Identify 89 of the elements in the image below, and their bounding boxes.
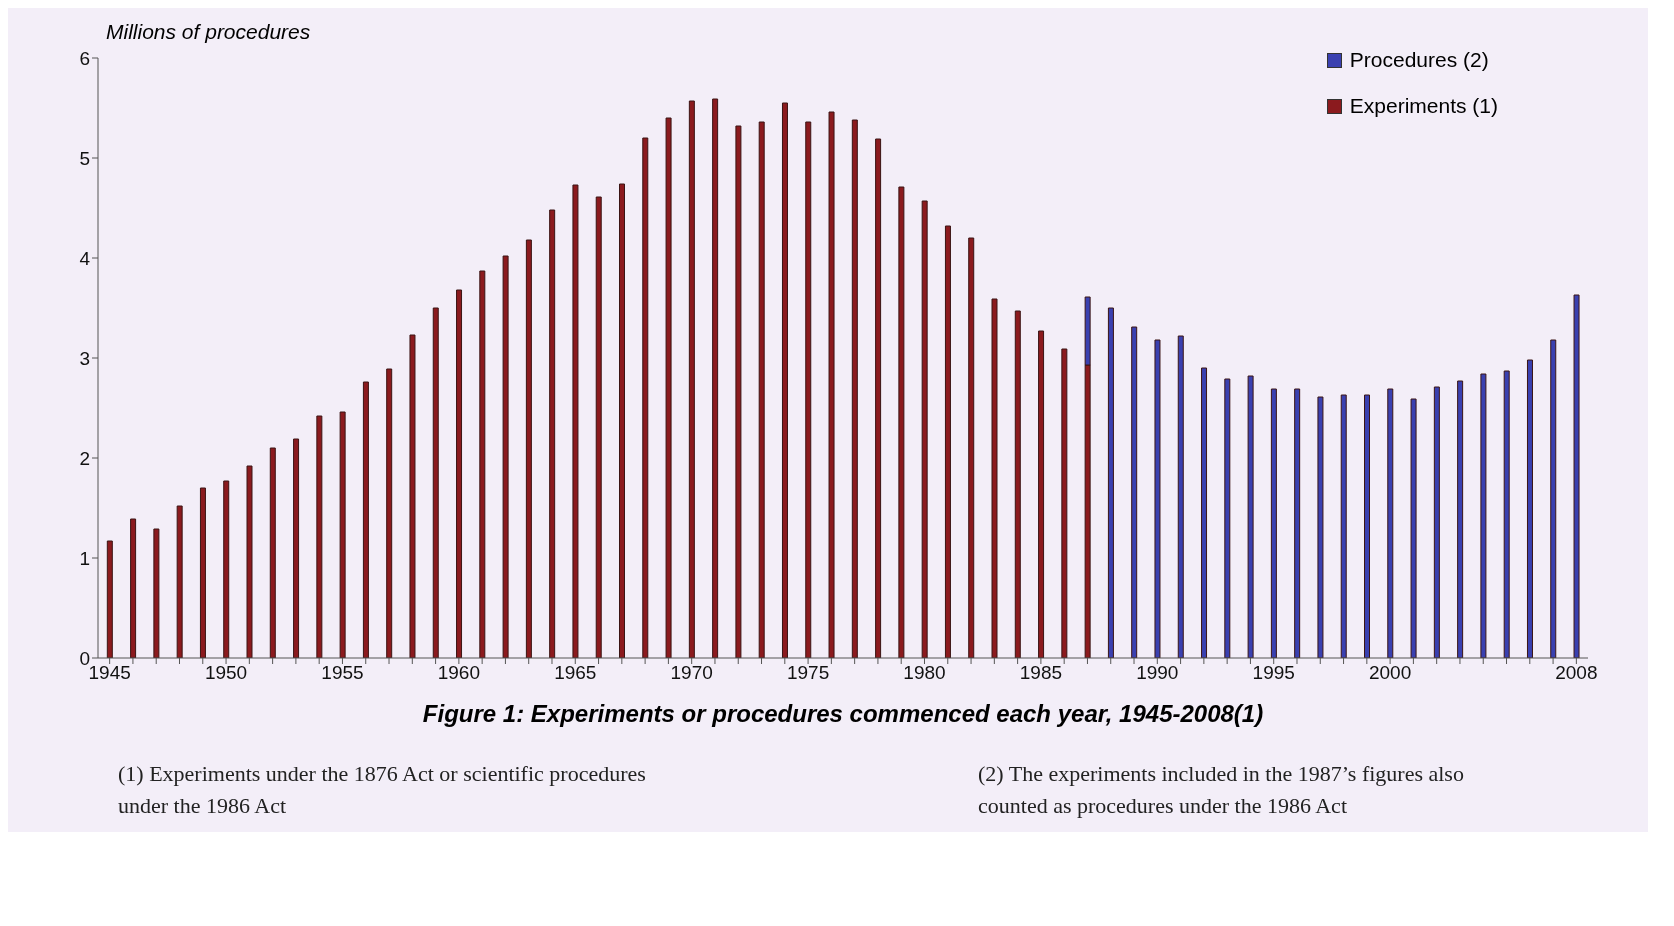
bar bbox=[153, 528, 160, 658]
bar bbox=[898, 186, 905, 658]
bar bbox=[1177, 335, 1184, 658]
bar bbox=[1480, 373, 1487, 658]
bar bbox=[199, 487, 206, 658]
x-tick-label: 1945 bbox=[88, 662, 131, 684]
bar bbox=[432, 307, 439, 658]
bar bbox=[1457, 380, 1464, 658]
bar bbox=[409, 334, 416, 658]
bar bbox=[1550, 339, 1557, 658]
x-tick-label: 1960 bbox=[437, 662, 480, 684]
bar bbox=[944, 225, 951, 658]
x-tick-label: 2008 bbox=[1555, 662, 1598, 684]
bar bbox=[549, 209, 556, 658]
text: Figure 1: Experiments or procedures commenced each year, 1945-2008(1) bbox=[421, 700, 1265, 728]
bar bbox=[735, 125, 742, 658]
y-tick-label: 5 bbox=[79, 147, 90, 169]
bar bbox=[968, 237, 975, 658]
legend-label: Procedures (2) bbox=[1349, 48, 1489, 72]
bar bbox=[642, 137, 649, 658]
legend-label: Experiments (1) bbox=[1349, 94, 1498, 118]
text: (2) The experiments included in the 1987’s figures also counted as procedures under the 1986 Act bbox=[978, 760, 1465, 820]
bar bbox=[921, 200, 928, 658]
bar bbox=[619, 183, 625, 658]
bar bbox=[805, 121, 812, 658]
bar bbox=[1387, 388, 1394, 658]
bar bbox=[1107, 307, 1114, 658]
bar bbox=[1317, 396, 1324, 658]
bar bbox=[1526, 359, 1533, 658]
bar bbox=[293, 438, 300, 658]
bar bbox=[223, 480, 230, 658]
bar bbox=[106, 540, 113, 658]
bar bbox=[1247, 375, 1254, 658]
y-tick-label: 3 bbox=[79, 347, 90, 369]
bar bbox=[176, 505, 183, 658]
y-tick-label: 6 bbox=[79, 47, 90, 69]
bar bbox=[386, 368, 393, 658]
x-tick-label: 1970 bbox=[670, 662, 713, 684]
bar bbox=[572, 184, 579, 658]
x-tick-label: 1950 bbox=[204, 662, 248, 684]
y-tick-label: 0 bbox=[79, 647, 90, 669]
bar bbox=[269, 447, 276, 658]
bar bbox=[1433, 386, 1440, 658]
bar bbox=[525, 239, 532, 658]
x-tick-label: 2000 bbox=[1368, 662, 1412, 684]
bar bbox=[1201, 367, 1208, 658]
bar bbox=[991, 298, 998, 658]
bar bbox=[595, 196, 602, 658]
bar bbox=[502, 255, 509, 658]
bar bbox=[1224, 378, 1231, 658]
y-tick-label: 2 bbox=[79, 447, 90, 469]
x-tick-label: 1965 bbox=[554, 662, 597, 684]
bar bbox=[851, 119, 858, 658]
y-tick-label: 1 bbox=[79, 547, 90, 569]
bar bbox=[665, 117, 672, 658]
bar bbox=[1340, 394, 1347, 658]
bar bbox=[362, 381, 369, 658]
bar bbox=[712, 98, 719, 658]
x-tick-label: 1985 bbox=[1019, 662, 1063, 684]
bar bbox=[781, 102, 788, 658]
bar bbox=[339, 411, 346, 658]
bar bbox=[1270, 388, 1277, 658]
bar bbox=[1014, 310, 1021, 658]
bar bbox=[1364, 394, 1370, 658]
bar bbox=[479, 270, 486, 658]
x-tick-label: 1990 bbox=[1136, 662, 1179, 684]
bar bbox=[1038, 330, 1045, 658]
bar bbox=[456, 289, 463, 658]
bar bbox=[875, 138, 882, 658]
bar bbox=[1503, 370, 1510, 658]
bar bbox=[758, 121, 765, 658]
bar bbox=[1294, 388, 1301, 658]
bar bbox=[1131, 326, 1138, 658]
bar bbox=[130, 518, 137, 658]
bar bbox=[828, 111, 835, 658]
bar bbox=[688, 100, 695, 658]
bar bbox=[1573, 294, 1580, 658]
x-tick-label: 1995 bbox=[1252, 662, 1295, 684]
bar bbox=[316, 415, 323, 658]
bar bbox=[246, 465, 253, 658]
x-tick-label: 1955 bbox=[321, 662, 364, 684]
bar bbox=[1061, 348, 1068, 658]
bar bbox=[1154, 339, 1161, 658]
y-tick-label: 4 bbox=[79, 247, 91, 269]
x-tick-label: 1980 bbox=[903, 662, 946, 684]
bar bbox=[1410, 398, 1417, 658]
y-axis-title: Millions of procedures bbox=[106, 20, 311, 44]
x-tick-label: 1975 bbox=[786, 662, 830, 684]
text: (1) Experiments under the 1876 Act or scientific procedures under the 1986 Act bbox=[118, 760, 647, 820]
